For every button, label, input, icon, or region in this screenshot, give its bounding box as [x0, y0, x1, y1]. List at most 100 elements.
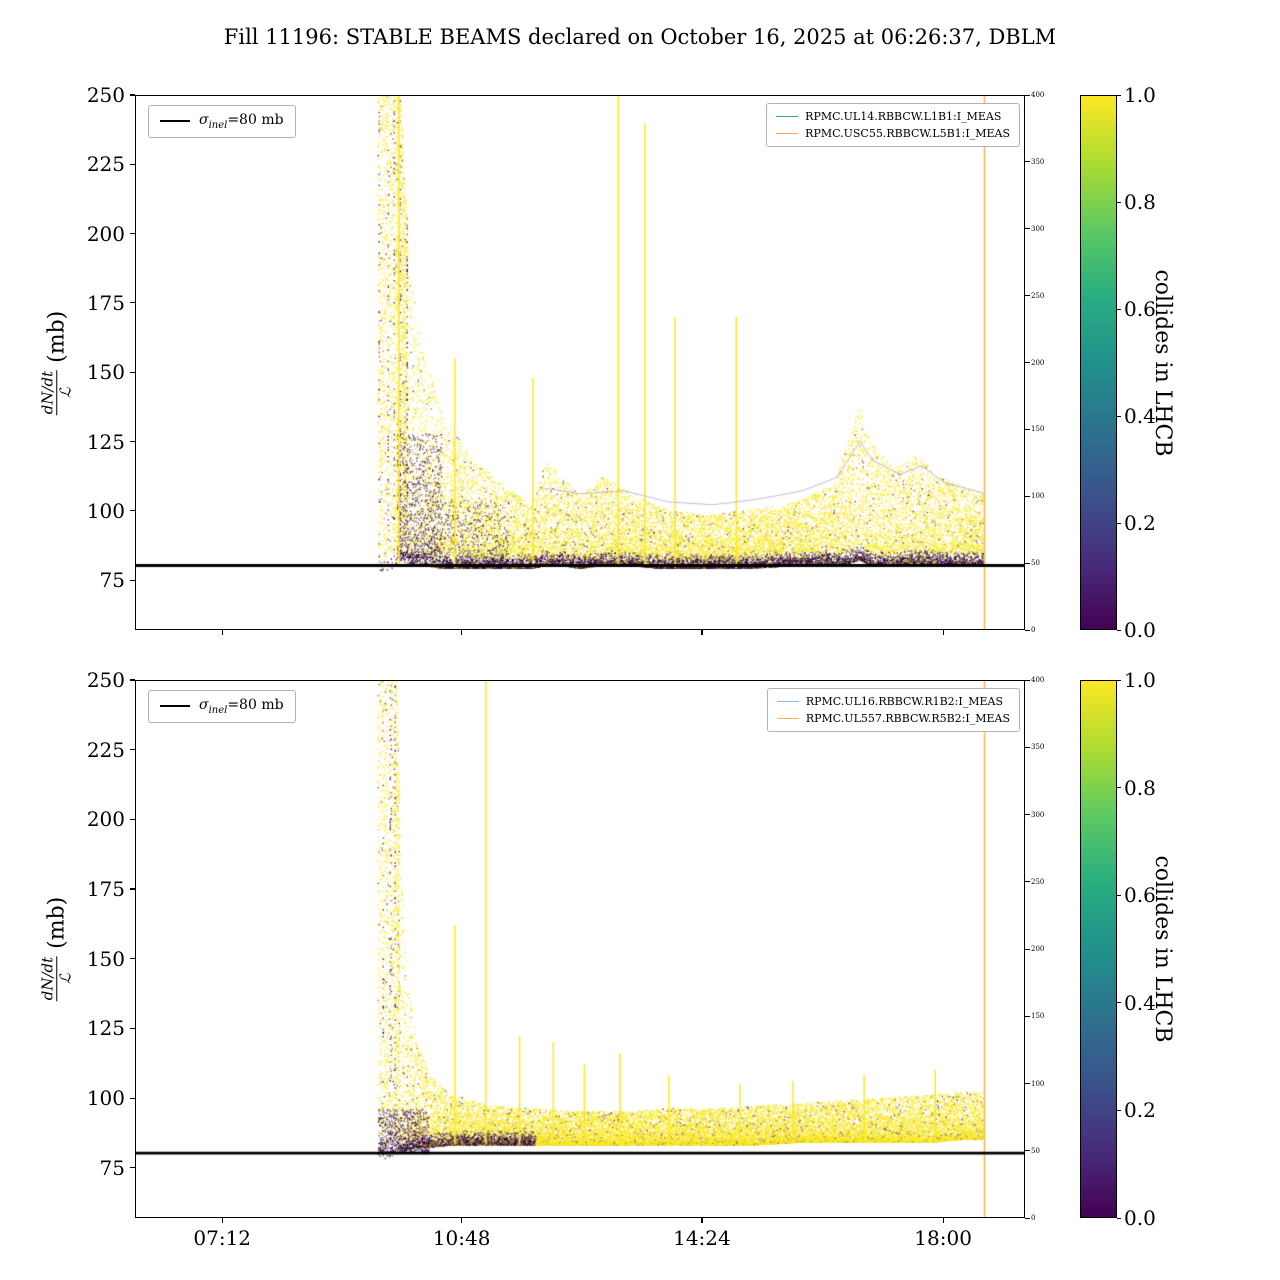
y-tick-label: 100 [86, 498, 125, 523]
right-axis-tick-label: 250 [1031, 877, 1045, 886]
x-tick-mark [942, 630, 944, 635]
top-colorbar-label: collides in LHCB [1150, 269, 1175, 457]
right-axis-tick-mark [1025, 1083, 1030, 1084]
colorbar-tick-label: 0.2 [1124, 511, 1156, 535]
right-axis-tick-label: 300 [1031, 224, 1045, 233]
right-axis-tick-mark [1025, 428, 1030, 430]
right-axis-tick-label: 0 [1031, 1214, 1036, 1222]
y-tick-label: 100 [86, 1086, 125, 1111]
sigma-legend-label: σinel=80 mb [199, 697, 284, 716]
bottom-colorbar-label: collides in LHCB [1150, 855, 1175, 1043]
y-axis-denominator: ℒ [56, 973, 75, 984]
right-axis-tick-label: 300 [1031, 810, 1045, 819]
x-tick-mark [701, 630, 703, 635]
right-axis-tick-label: 250 [1031, 291, 1045, 300]
sigma-legend-label: σinel=80 mb [199, 112, 284, 131]
right-axis-tick-mark [1025, 629, 1030, 631]
y-tick-mark [130, 818, 135, 820]
x-tick-label: 07:12 [193, 1226, 252, 1250]
top-sigma-legend: σinel=80 mb [148, 105, 296, 138]
right-axis-tick-label: 150 [1031, 425, 1045, 434]
right-axis-tick-mark [1025, 228, 1030, 230]
bottom-colorbar [1080, 680, 1117, 1218]
sigma-value: =80 mb [227, 697, 284, 713]
y-tick-mark [130, 888, 135, 890]
figure-title: Fill 11196: STABLE BEAMS declared on Oct… [223, 25, 1057, 49]
series-line-sample [776, 116, 799, 117]
colorbar-tick-label: 0.6 [1124, 883, 1156, 908]
series-line-sample [776, 701, 799, 702]
y-axis-numerator: dN/dt [38, 955, 58, 1002]
series-label: RPMC.UL14.RBBCW.L1B1:I_MEAS [805, 110, 1002, 123]
y-tick-mark [130, 749, 135, 751]
x-tick-label: 18:00 [914, 1226, 972, 1250]
y-tick-mark [130, 163, 135, 165]
right-axis-tick-mark [1025, 814, 1030, 815]
x-tick-mark [221, 1218, 223, 1223]
colorbar-tick-mark [1117, 1002, 1121, 1004]
x-tick-mark [221, 630, 223, 635]
y-tick-mark [130, 440, 135, 443]
x-tick-mark [461, 630, 463, 635]
y-tick-label: 200 [86, 221, 125, 246]
sigma-symbol: σ [199, 697, 209, 713]
bottom-sigma-legend: σinel=80 mb [148, 690, 296, 723]
right-axis-tick-mark [1025, 1150, 1030, 1152]
colorbar-tick-mark [1117, 629, 1121, 631]
y-tick-label: 225 [86, 152, 125, 177]
y-tick-label: 250 [86, 83, 125, 107]
x-tick-label: 10:48 [432, 1226, 491, 1250]
y-tick-label: 150 [86, 360, 125, 385]
legend-row: RPMC.UL16.RBBCW.R1B2:I_MEAS [776, 695, 1010, 708]
right-axis-tick-label: 0 [1031, 626, 1036, 634]
right-axis-tick-mark [1025, 562, 1030, 564]
y-tick-mark [130, 302, 135, 304]
colorbar-tick-mark [1117, 1109, 1121, 1111]
y-tick-mark [130, 510, 135, 512]
colorbar-tick-mark [1117, 94, 1121, 96]
series-label: RPMC.UL16.RBBCW.R1B2:I_MEAS [805, 695, 1004, 708]
top-colorbar [1080, 95, 1117, 630]
colorbar-tick-mark [1117, 201, 1121, 203]
colorbar-tick-label: 0.8 [1124, 775, 1156, 800]
sigma-subscript: inel [208, 704, 228, 716]
right-axis-tick-label: 200 [1031, 358, 1045, 367]
top-series-legend: RPMC.UL14.RBBCW.L1B1:I_MEAS RPMC.USC55.R… [766, 103, 1020, 147]
colorbar-tick-label: 0.4 [1124, 404, 1156, 428]
x-tick-mark [942, 1218, 944, 1223]
colorbar-tick-mark [1117, 415, 1121, 417]
right-axis-tick-mark [1025, 948, 1030, 950]
y-axis-fraction: dN/dt ℒ [38, 955, 75, 1002]
right-axis-tick-mark [1025, 1217, 1030, 1219]
y-tick-mark [130, 1027, 135, 1030]
bottom-plot-canvas [136, 681, 1024, 1217]
right-axis-tick-label: 400 [1031, 91, 1045, 99]
right-axis-tick-mark [1025, 161, 1030, 163]
y-tick-label: 175 [86, 290, 125, 315]
right-axis-tick-label: 200 [1031, 945, 1045, 953]
y-tick-label: 125 [86, 1016, 125, 1041]
right-axis-tick-mark [1025, 295, 1030, 297]
legend-row: RPMC.USC55.RBBCW.L5B1:I_MEAS [776, 127, 1010, 140]
series-label: RPMC.USC55.RBBCW.L5B1:I_MEAS [805, 127, 1010, 140]
right-axis-tick-label: 150 [1031, 1012, 1045, 1021]
right-axis-tick-mark [1025, 746, 1030, 748]
bottom-plot-area: σinel=80 mb RPMC.UL16.RBBCW.R1B2:I_MEAS … [135, 680, 1025, 1218]
right-axis-tick-mark [1025, 362, 1030, 363]
colorbar-tick-label: 0.2 [1124, 1098, 1156, 1123]
y-tick-label: 250 [86, 668, 125, 692]
x-tick-mark [461, 1218, 463, 1223]
top-plot-area: σinel=80 mb RPMC.UL14.RBBCW.L1B1:I_MEAS … [135, 95, 1025, 630]
y-tick-label: 125 [86, 429, 125, 454]
series-label: RPMC.UL557.RBBCW.R5B2:I_MEAS [805, 712, 1010, 725]
y-axis-fraction: dN/dt ℒ [38, 369, 75, 416]
right-axis-tick-label: 100 [1031, 492, 1045, 501]
colorbar-tick-label: 0.0 [1124, 618, 1156, 642]
right-axis-tick-label: 350 [1031, 157, 1045, 166]
colorbar-tick-mark [1117, 1217, 1121, 1219]
series-line-sample [776, 133, 799, 134]
right-axis-tick-mark [1025, 495, 1030, 497]
legend-row: RPMC.UL557.RBBCW.R5B2:I_MEAS [776, 712, 1010, 725]
right-axis-tick-label: 400 [1031, 676, 1045, 684]
top-y-axis-label: dN/dt ℒ (mb) [38, 311, 75, 416]
